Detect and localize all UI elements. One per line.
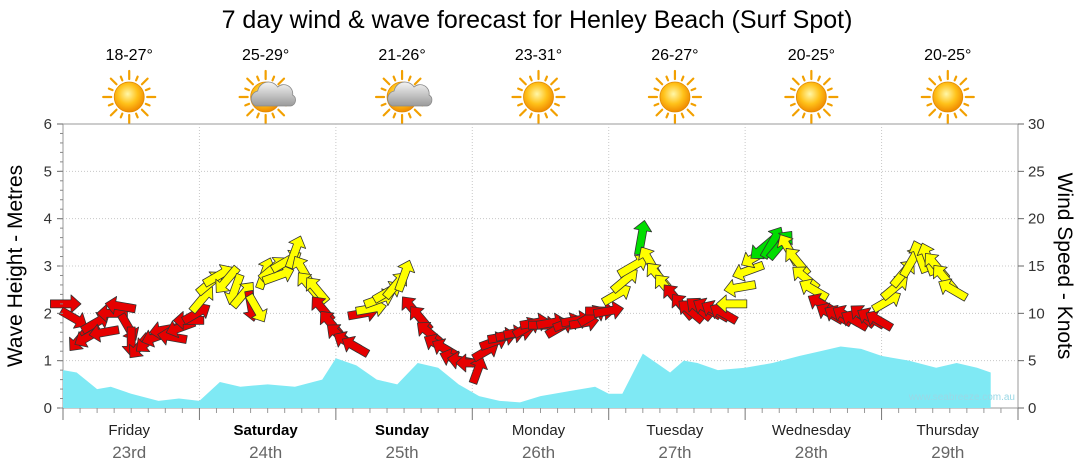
day-name: Sunday <box>375 422 430 439</box>
day-name: Tuesday <box>646 422 703 439</box>
y-axis-label: Wave Height - Metres <box>4 165 27 367</box>
day-date: 29th <box>931 443 964 462</box>
wind-arrow <box>394 259 416 293</box>
wind-arrow <box>341 335 371 358</box>
y-tick-label: 3 <box>44 258 52 275</box>
sun-icon <box>784 69 839 125</box>
sun-icon <box>647 69 703 125</box>
day-date: 23rd <box>112 443 146 462</box>
sun-cloud-icon <box>238 69 296 125</box>
day-date: 26th <box>522 443 555 462</box>
wind-arrow <box>58 306 88 329</box>
y-tick-label: 0 <box>44 400 52 417</box>
y-tick-label: 4 <box>44 211 52 228</box>
day-date: 27th <box>658 443 691 462</box>
chart-title: 7 day wind & wave forecast for Henley Be… <box>222 6 853 34</box>
wind-arrow <box>245 292 268 323</box>
y-tick-label: 6 <box>44 116 52 133</box>
wind-arrow <box>616 254 648 279</box>
y-tick-label: 5 <box>44 163 52 180</box>
day-name: Monday <box>512 422 566 439</box>
wind-arrow <box>468 356 488 385</box>
sun-icon <box>511 69 566 125</box>
wind-arrow <box>732 261 765 282</box>
wind-arrow <box>215 264 241 294</box>
y2-tick-label: 5 <box>1028 353 1036 370</box>
day-temperature: 20-25° <box>924 47 971 64</box>
day-name: Friday <box>108 422 150 439</box>
day-date: 24th <box>249 443 282 462</box>
sun-icon <box>920 69 975 125</box>
day-temperature: 18-27° <box>106 47 153 64</box>
wind-arrow <box>284 235 307 270</box>
axis-layer: 0 1 2 3 4 5 6 0 5 10 15 20 25 30 <box>44 116 1045 420</box>
wind-arrow <box>715 294 748 314</box>
y-tick-label: 2 <box>44 305 52 322</box>
day-date: 28th <box>795 443 828 462</box>
y2-tick-label: 20 <box>1028 211 1045 228</box>
day-name: Saturday <box>234 422 299 439</box>
watermark: www.seabreeze.com.au <box>908 392 1015 403</box>
wind-arrow-layer <box>49 220 969 385</box>
wind-arrow <box>799 278 830 302</box>
wind-arrow <box>305 277 331 305</box>
y2-axis-label: Wind Speed - Knots <box>1053 173 1076 360</box>
day-temperature: 25-29° <box>242 47 289 64</box>
wind-arrow <box>88 323 120 343</box>
wind-arrow <box>723 279 757 298</box>
y-tick-label: 1 <box>44 353 52 370</box>
day-temperature: 21-26° <box>378 47 425 64</box>
sun-cloud-icon <box>374 69 433 125</box>
wave-height-area <box>63 346 991 408</box>
day-temperature: 23-31° <box>515 47 562 64</box>
wind-arrow <box>785 248 812 278</box>
wind-arrow <box>938 278 969 302</box>
wind-arrow <box>104 296 137 315</box>
day-name: Thursday <box>917 422 980 439</box>
day-name: Wednesday <box>772 422 851 439</box>
y2-tick-label: 0 <box>1028 400 1036 417</box>
day-date: 25th <box>386 443 419 462</box>
y2-tick-label: 25 <box>1028 163 1045 180</box>
y2-tick-label: 15 <box>1028 258 1045 275</box>
wave-height-area-layer <box>63 346 991 408</box>
y2-tick-label: 10 <box>1028 305 1045 322</box>
sun-icon <box>102 69 157 125</box>
day-temperature: 26-27° <box>651 47 698 64</box>
wind-arrow <box>633 220 653 256</box>
day-header-layer: 18-27° Friday 23rd 25-29° Saturday 24th 21-26°… <box>102 47 980 462</box>
day-temperature: 20-25° <box>788 47 835 64</box>
y2-tick-label: 30 <box>1028 116 1045 133</box>
